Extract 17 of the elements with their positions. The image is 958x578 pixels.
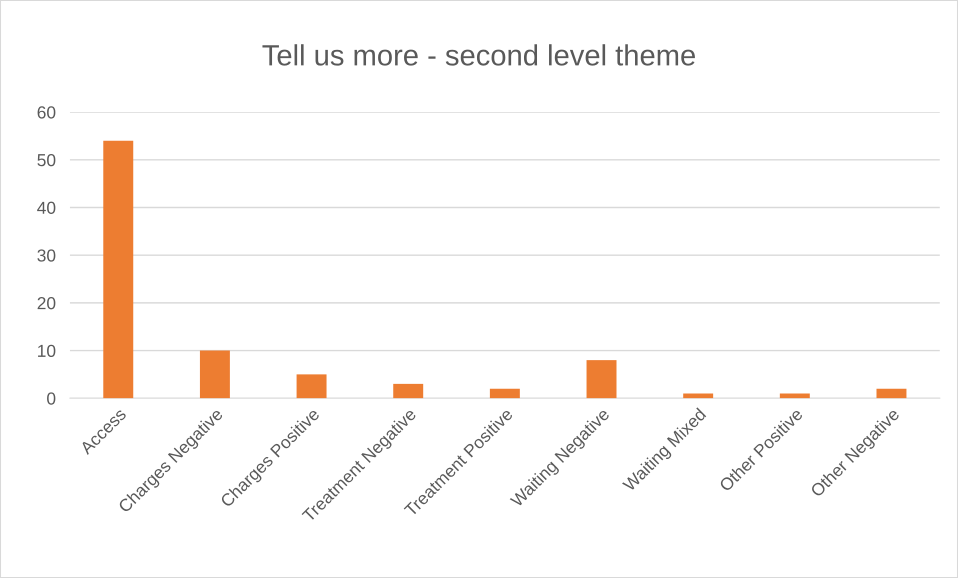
bar: [393, 384, 424, 398]
bar: [296, 374, 327, 398]
y-tick-label: 30: [37, 249, 56, 262]
bar: [586, 360, 616, 398]
y-tick-label: 10: [38, 344, 56, 358]
y-tick-label: 60: [38, 106, 56, 119]
bar: [876, 388, 906, 398]
bar: [780, 393, 810, 398]
bar: [200, 350, 230, 398]
bar: [103, 140, 134, 398]
y-tick-label: 20: [38, 297, 56, 310]
chart-title: Tell us more - second level theme: [262, 44, 695, 66]
bar: [683, 393, 714, 398]
bar: [490, 388, 520, 398]
y-tick-label: 0: [47, 392, 56, 405]
y-tick-label: 50: [37, 154, 56, 166]
y-tick-label: 40: [37, 202, 56, 214]
